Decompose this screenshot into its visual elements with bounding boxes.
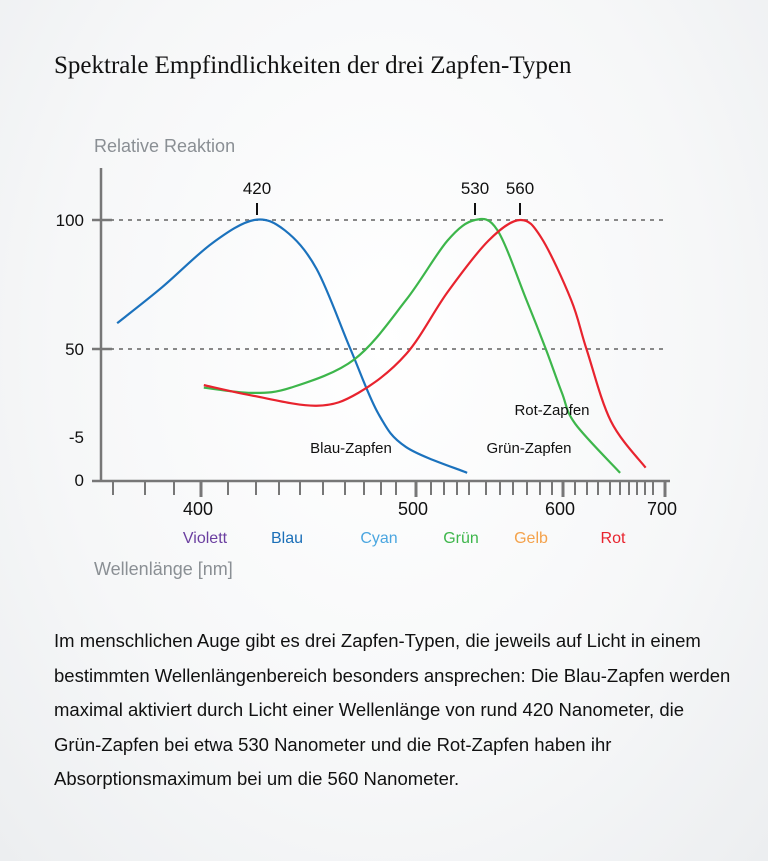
y-tick-label: 100 — [56, 211, 84, 230]
color-band-label-grün: Grün — [443, 530, 479, 547]
color-band-label-rot: Rot — [601, 530, 626, 547]
peak-label: 560 — [506, 179, 534, 198]
curve-rot-zapfen — [203, 218, 647, 469]
y-tick-label: 0 — [75, 471, 84, 490]
series-label-rot-zapfen: Rot-Zapfen — [514, 402, 589, 419]
peak-label: 530 — [461, 179, 489, 198]
peak-label: 420 — [243, 179, 271, 198]
x-tick-label: 500 — [398, 499, 428, 519]
y-tick-label: -5 — [69, 428, 84, 447]
x-tick-label: 700 — [647, 499, 677, 519]
color-band-label-gelb: Gelb — [514, 530, 548, 547]
x-tick-label: 600 — [545, 499, 575, 519]
series-label-gruen-zapfen: Grün-Zapfen — [486, 440, 571, 457]
y-axis-label: Relative Reaktion — [94, 136, 235, 156]
x-tick-label: 400 — [183, 499, 213, 519]
color-band-label-cyan: Cyan — [360, 530, 397, 547]
x-axis-label: Wellenlänge [nm] — [94, 559, 233, 579]
color-band-label-violett: Violett — [183, 530, 228, 547]
color-band-label-blau: Blau — [271, 530, 303, 547]
series-label-blau-zapfen: Blau-Zapfen — [310, 440, 392, 457]
y-tick-label: 50 — [65, 340, 84, 359]
chart-title: Spektrale Empfindlichkeiten der drei Zap… — [54, 52, 572, 79]
spectral-chart: Relative Reaktion 100 50 -5 0 400 500 600 700 Vio… — [56, 136, 677, 579]
curve-blau-zapfen — [116, 218, 468, 474]
curve-gruen-zapfen — [203, 217, 621, 474]
description-paragraph: Im menschlichen Auge gibt es drei Zapfen… — [54, 630, 731, 789]
